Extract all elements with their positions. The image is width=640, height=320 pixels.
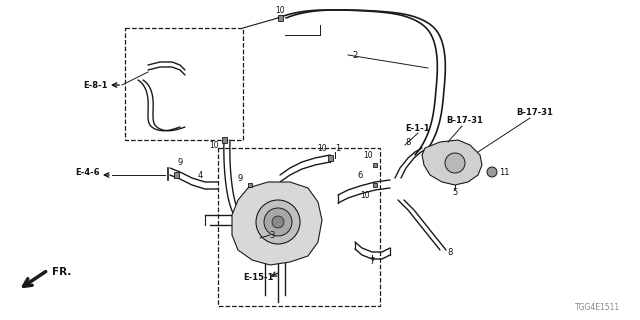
Bar bbox=[373, 183, 377, 188]
Text: 10: 10 bbox=[317, 143, 327, 153]
Text: E-1-1: E-1-1 bbox=[406, 124, 430, 132]
Circle shape bbox=[445, 153, 465, 173]
Text: 10: 10 bbox=[363, 150, 373, 159]
Text: 7: 7 bbox=[369, 258, 374, 267]
Text: 6: 6 bbox=[357, 171, 363, 180]
Bar bbox=[278, 15, 282, 21]
Text: FR.: FR. bbox=[52, 267, 72, 277]
Text: B-17-31: B-17-31 bbox=[516, 108, 554, 116]
Bar bbox=[373, 163, 377, 167]
Text: 9: 9 bbox=[177, 157, 182, 166]
Circle shape bbox=[256, 200, 300, 244]
Text: 1: 1 bbox=[335, 143, 340, 153]
Text: 11: 11 bbox=[499, 167, 509, 177]
Text: 9: 9 bbox=[237, 173, 243, 182]
Text: B-17-31: B-17-31 bbox=[447, 116, 483, 124]
Text: 3: 3 bbox=[269, 230, 275, 239]
Text: 8: 8 bbox=[447, 247, 452, 257]
Text: 10: 10 bbox=[209, 140, 219, 149]
Circle shape bbox=[264, 208, 292, 236]
Bar bbox=[221, 137, 227, 143]
Bar bbox=[248, 183, 252, 188]
Text: 10: 10 bbox=[275, 5, 285, 14]
Polygon shape bbox=[422, 140, 482, 185]
Text: 5: 5 bbox=[452, 188, 458, 196]
Text: 8: 8 bbox=[405, 138, 411, 147]
Text: 4: 4 bbox=[197, 171, 203, 180]
Circle shape bbox=[487, 167, 497, 177]
Circle shape bbox=[272, 216, 284, 228]
Polygon shape bbox=[232, 182, 322, 265]
Text: E-15-1: E-15-1 bbox=[243, 274, 273, 283]
Text: 2: 2 bbox=[353, 51, 358, 60]
Text: 10: 10 bbox=[360, 190, 370, 199]
Text: E-8-1: E-8-1 bbox=[83, 81, 108, 90]
Bar bbox=[328, 155, 333, 161]
Text: TGG4E1511: TGG4E1511 bbox=[575, 303, 621, 313]
Text: E-4-6: E-4-6 bbox=[76, 167, 100, 177]
Bar bbox=[173, 172, 179, 178]
